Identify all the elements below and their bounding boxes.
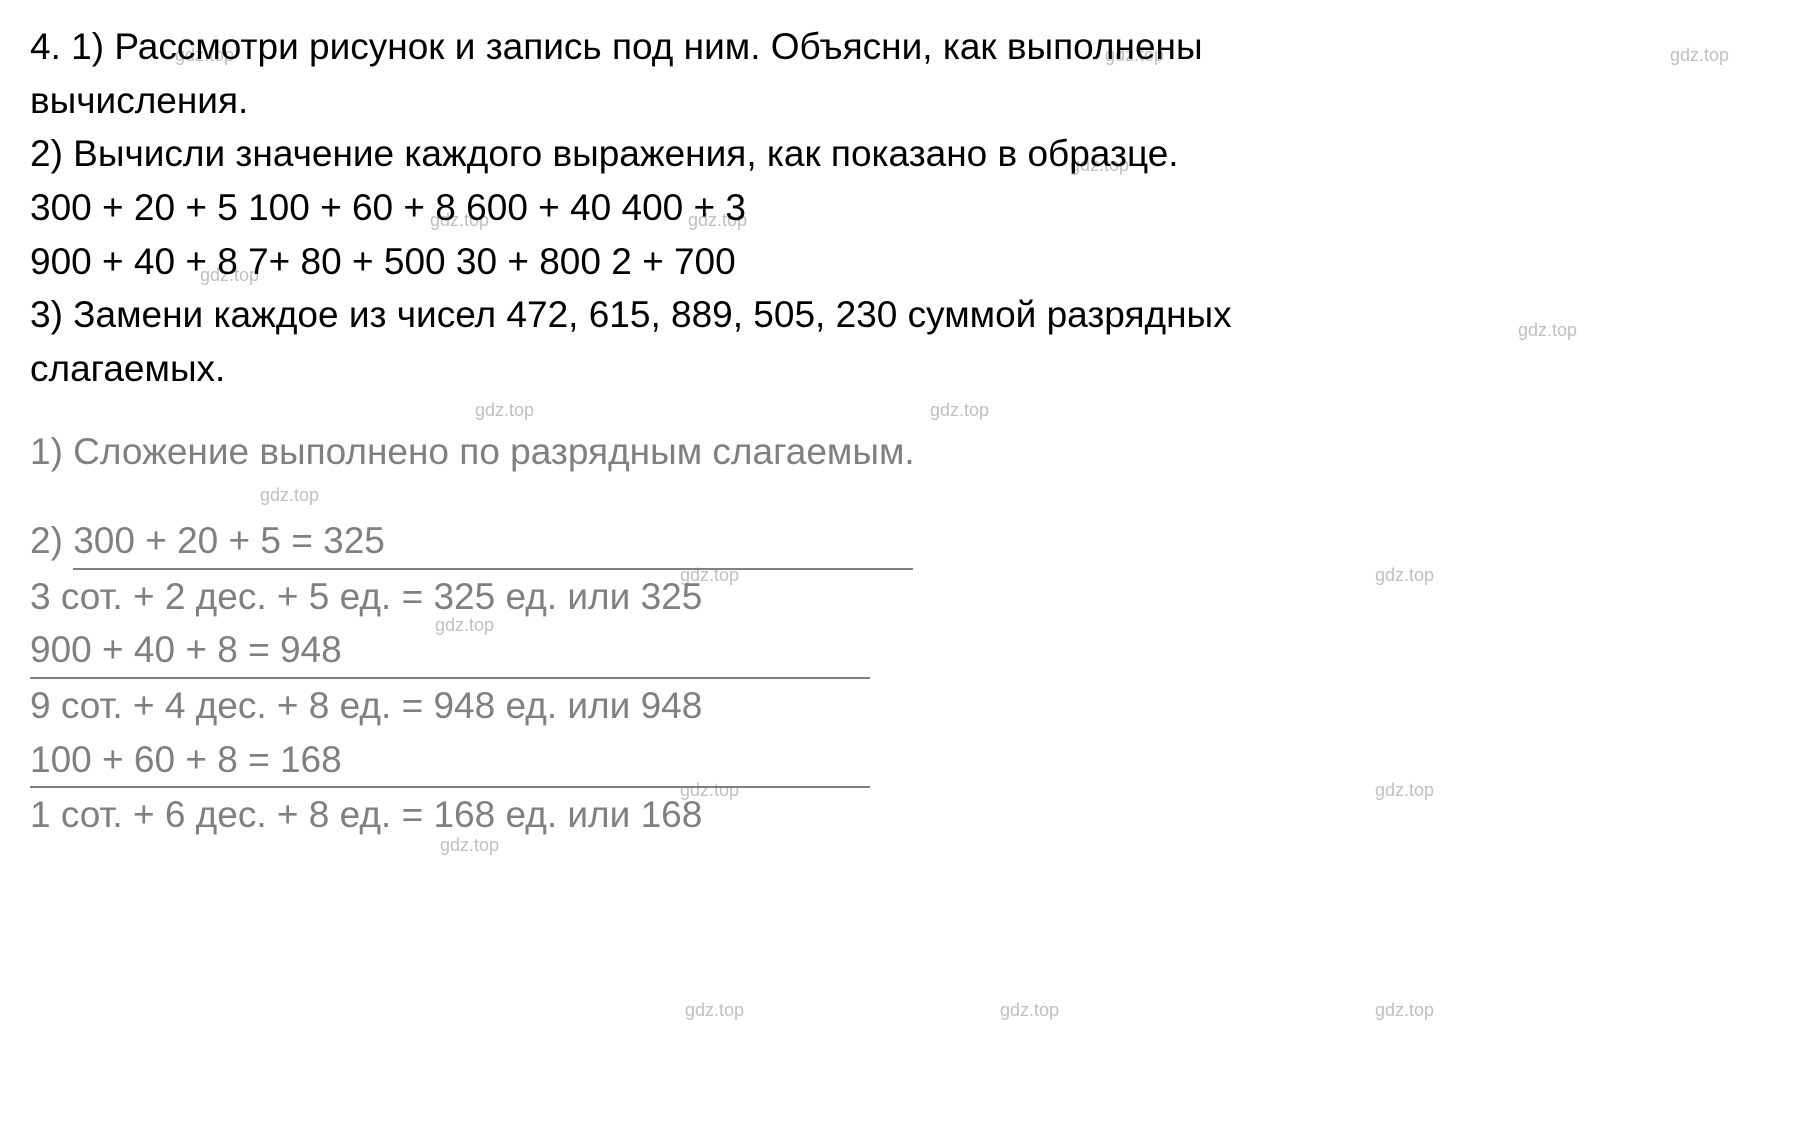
- calc-2-expression: 900 + 40 + 8 = 948: [30, 623, 1785, 679]
- watermark-text: gdz.top: [1000, 1000, 1059, 1021]
- calc-2-explain: 9 сот. + 4 дес. + 8 ед. = 948 ед. или 94…: [30, 679, 1785, 733]
- calc-1-underlined: 300 + 20 + 5 = 325: [73, 514, 913, 570]
- problem-line-4: 300 + 20 + 5 100 + 60 + 8 600 + 40 400 +…: [30, 181, 1785, 235]
- part2-header: 2): [30, 520, 73, 561]
- calc-3-explain: 1 сот. + 6 дес. + 8 ед. = 168 ед. или 16…: [30, 788, 1785, 842]
- calc-1-explain: 3 сот. + 2 дес. + 5 ед. = 325 ед. или 32…: [30, 570, 1785, 624]
- solution-part-1: 1) Сложение выполнено по разрядным слага…: [30, 425, 1785, 479]
- problem-line-2: вычисления.: [30, 74, 1785, 128]
- calc-1-expression: 2) 300 + 20 + 5 = 325: [30, 514, 1785, 570]
- watermark-text: gdz.top: [1375, 1000, 1434, 1021]
- problem-line-3: 2) Вычисли значение каждого выражения, к…: [30, 127, 1785, 181]
- problem-line-1: 4. 1) Рассмотри рисунок и запись под ним…: [30, 20, 1785, 74]
- problem-line-5: 900 + 40 + 8 7+ 80 + 500 30 + 800 2 + 70…: [30, 235, 1785, 289]
- calculation-block: 2) 300 + 20 + 5 = 325 3 сот. + 2 дес. + …: [30, 514, 1785, 842]
- problem-line-6: 3) Замени каждое из чисел 472, 615, 889,…: [30, 288, 1785, 342]
- problem-line-7: слагаемых.: [30, 342, 1785, 396]
- calc-3-underlined: 100 + 60 + 8 = 168: [30, 733, 870, 789]
- watermark-text: gdz.top: [685, 1000, 744, 1021]
- calc-2-underlined: 900 + 40 + 8 = 948: [30, 623, 870, 679]
- calc-3-expression: 100 + 60 + 8 = 168: [30, 733, 1785, 789]
